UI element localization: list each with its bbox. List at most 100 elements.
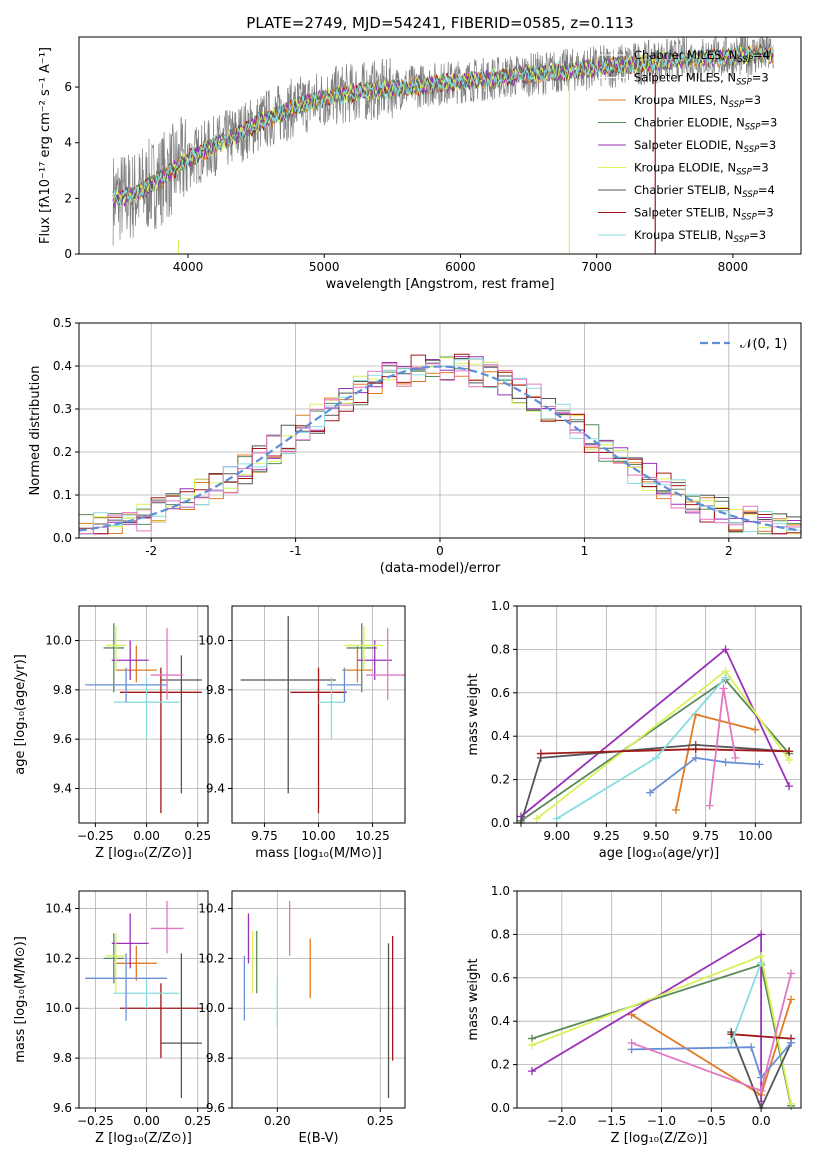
x-tick-label: 9.75 [692,829,719,843]
error-bar-point [103,623,125,693]
axes-frame [78,605,209,824]
legend-label: Salpeter STELIB, N [634,206,741,220]
plus-marker [721,758,730,767]
x-tick-label: −1.0 [647,1114,676,1128]
legend-suffix: =3 [752,161,769,175]
legend-entry: Chabrier STELIB, NSSP=4 [634,183,775,200]
mass-vs-ebv-panel: 0.20 0.25 9.6 9.8 10.0 10.2 10.4 E(B-V) [198,890,406,1146]
mass-vs-metallicity-panel: −0.25 0.00 0.25 9.6 9.8 10.0 10.2 10.4 Z [log₁₀(… [13,890,211,1146]
axes-frame [78,890,209,1109]
error-bar-point [111,640,149,680]
x-tick-label: 4000 [173,260,204,274]
x-tick-label: 10.00 [301,829,335,843]
y-tick-label: 9.6 [53,1101,72,1115]
y-tick-label: 10.0 [198,1001,225,1015]
normal-distribution-curve [78,365,802,532]
x-tick-label: 7000 [581,260,612,274]
spectrum-panel: 4000 5000 6000 7000 8000 0 2 4 6 wavelength [Angs… [38,14,802,292]
x-tick-label: 0.0 [752,1114,771,1128]
error-bar-point [346,623,377,693]
legend-entry: Kroupa STELIB, NSSP=3 [634,228,766,245]
legend-entry: Chabrier MILES, NSSP=4 [634,48,770,65]
y-axis-label: mass weight [466,673,481,755]
y-tick-label: 6 [64,80,72,94]
error-bar-point [318,677,345,740]
residual-histogram-step [79,362,801,535]
plus-marker [721,673,730,682]
y-tick-label: 10.0 [198,634,225,648]
x-tick-label: 2 [725,544,733,558]
x-tick-label: 0.20 [264,1114,291,1128]
y-tick-label: 0.8 [491,642,510,656]
plus-marker [757,930,766,939]
model-spectrum-line [112,44,774,206]
legend-label: Kroupa STELIB, N [634,228,734,242]
x-tick-label: 1 [581,544,589,558]
plus-marker [787,969,796,978]
legend-entry: Kroupa ELODIE, NSSP=3 [634,161,769,178]
y-tick-label: 0.2 [491,773,510,787]
legend-label: Kroupa ELODIE, N [634,161,736,175]
y-axis-label: mass weight [466,958,481,1040]
plus-marker [527,1041,536,1050]
plus-marker [532,814,541,823]
error-bar-point [150,900,184,954]
y-tick-label: 4 [64,136,72,150]
error-bar-point [113,978,180,1009]
y-axis-label: Flux [fλ10⁻¹⁷ erg cm⁻² s⁻¹ A⁻¹] [38,47,53,244]
legend-suffix: =3 [752,71,769,85]
x-tick-label: 10.00 [738,829,772,843]
x-tick-label: 0.25 [367,1114,394,1128]
y-tick-label: 0.0 [53,531,72,545]
x-tick-label: -1 [290,544,302,558]
age-vs-mass-panel: 9.75 10.00 10.25 9.4 9.6 9.8 10.0 mass [log₁₀(M… [198,605,406,861]
y-tick-label: 9.6 [206,1101,225,1115]
error-bar-point [105,625,127,671]
plus-marker [785,782,794,791]
error-bar-point [119,667,202,814]
y-tick-label: 0.5 [53,316,72,330]
plus-marker [785,747,794,756]
legend-entry: Salpeter MILES, NSSP=3 [634,71,769,88]
y-tick-label: 10.0 [45,634,72,648]
y-tick-label: 9.8 [53,683,72,697]
error-bar-point [240,615,336,794]
legend-entry: Kroupa MILES, NSSP=3 [634,93,761,110]
x-axis-label: age [log₁₀(age/yr)] [599,846,720,861]
legend-suffix: =4 [753,48,770,62]
y-tick-label: 0.8 [491,927,510,941]
legend-subscript: SSP [734,235,750,245]
x-tick-label: 0.25 [184,829,211,843]
plus-marker [552,814,561,823]
x-tick-label: 10.25 [355,829,389,843]
x-axis-label: Z [log₁₀(Z/Z⊙)] [611,1131,708,1146]
x-tick-label: −1.5 [597,1114,626,1128]
x-axis-label: wavelength [Angstrom, rest frame] [326,277,555,292]
error-bar-point [327,667,362,703]
mass-weight-vs-metallicity-panel: −2.0 −1.5 −1.0 −0.5 0.0 0.0 0.2 0.4 0.6 0.8 1.0 Z [… [466,884,802,1146]
mass-weight-line [730,1031,792,1108]
y-tick-label: 0.4 [491,1014,510,1028]
y-tick-label: 0.2 [53,445,72,459]
error-bar-point [344,625,384,671]
x-tick-label: 5000 [309,260,340,274]
y-tick-label: 0.4 [53,359,72,373]
plus-marker [755,760,764,769]
error-bar-point [103,933,125,984]
plus-marker [691,745,700,754]
error-bar-point [357,640,393,680]
plus-marker [727,1038,736,1047]
legend-label: Kroupa MILES, N [634,93,729,107]
mass-weight-line [730,962,762,1044]
y-tick-label: 9.8 [206,1051,225,1065]
error-bar-point [290,667,347,814]
x-tick-label: −2.0 [547,1114,576,1128]
mass-weight-line [556,677,727,820]
axes-frame [516,605,802,824]
y-tick-label: 0.0 [491,816,510,830]
legend-entry: Salpeter STELIB, NSSP=3 [634,206,774,223]
legend-suffix: =3 [749,228,766,242]
legend-subscript: SSP [744,145,760,155]
plus-marker [691,753,700,762]
